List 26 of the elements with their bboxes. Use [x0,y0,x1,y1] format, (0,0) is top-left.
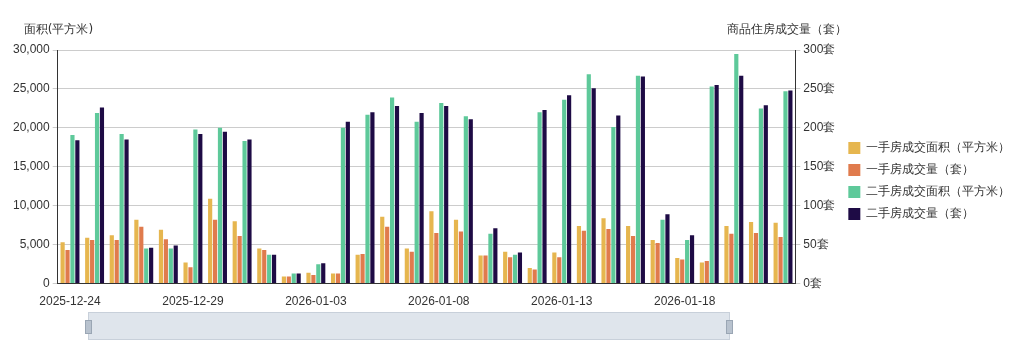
x-tick-label: 2026-01-03 [285,294,347,309]
y2-tick-label: 150套 [803,159,836,174]
legend-label: 一手房成交面积（平方米） [866,140,1011,155]
legend-label: 二手房成交面积（平方米） [866,184,1011,199]
legend-label: 一手房成交量（套） [866,162,975,177]
y-tick-label: 10,000 [13,198,51,213]
y2-tick-label: 100套 [803,198,836,213]
x-tick-label: 2025-12-29 [162,294,224,309]
y2-tick-label: 300套 [803,42,836,57]
y2-tick-label: 250套 [803,81,836,96]
y2-tick-label: 50套 [803,236,829,251]
x-tick-label: 2025-12-24 [39,294,102,309]
x-tick-label: 2026-01-13 [531,294,593,309]
y-tick-label: 0 [43,275,51,290]
x-tick-label: 2026-01-08 [408,294,470,309]
x-tick-label: 2026-01-18 [653,294,716,309]
y-tick-label: 25,000 [13,81,51,96]
y-tick-label: 5,000 [19,236,51,251]
y-axis-title: 面积(平方米) [23,22,94,37]
y2-tick-label: 200套 [803,120,836,135]
y2-tick-label: 0套 [803,275,822,290]
y-tick-label: 15,000 [13,159,51,174]
y2-axis-title: 商品住房成交量（套） [727,22,848,37]
y-tick-label: 30,000 [13,42,51,57]
legend-label: 二手房成交量（套） [866,206,975,221]
y-tick-label: 20,000 [13,120,51,135]
